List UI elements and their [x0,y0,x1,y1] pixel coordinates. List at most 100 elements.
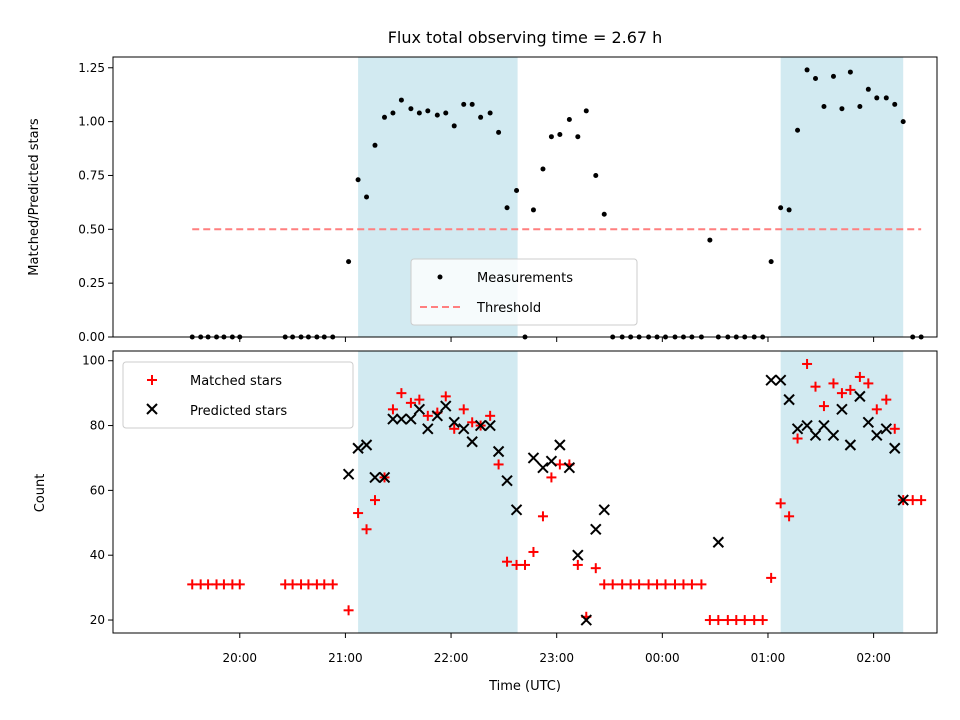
top-y-ticks: 0.00 0.25 0.50 0.75 1.00 1.25 [78,61,113,344]
legend-measurements-label: Measurements [477,271,573,286]
predicted-stars-point-25 [572,549,584,561]
matched-stars-point-43 [599,579,610,590]
predicted-stars-point-24 [563,461,576,474]
predicted-stars-point-44 [889,442,901,454]
top-y-tick-label-4: 1.00 [78,115,105,129]
top-shaded-span-1 [780,57,904,337]
matched-stars-point-35 [528,546,539,557]
matched-stars-point-62 [766,572,777,583]
predicted-stars-point-16 [484,419,496,432]
matched-stars-point-53 [686,579,697,590]
measurements-point-25 [443,110,449,116]
matched-stars-point-73 [863,378,874,389]
matched-stars-point-42 [590,563,601,574]
matched-stars-point-6 [234,579,245,590]
matched-stars-point-51 [670,579,681,590]
bot-x-tick-label-6: 02:00 [856,651,891,665]
predicted-stars-point-6 [395,413,408,425]
measurements-point-74 [874,95,880,101]
matched-stars-point-33 [511,559,522,570]
measurements-point-43 [601,211,607,217]
measurements-point-42 [593,172,599,178]
bot-x-tick-label-5: 01:00 [751,651,786,665]
matched-stars-point-37 [546,472,557,483]
matched-stars-point-25 [440,391,451,402]
measurements-point-71 [847,69,853,75]
measurements-point-72 [857,104,863,110]
measurements-point-18 [381,114,387,120]
measurements-point-64 [786,207,792,213]
matched-stars-point-76 [889,423,900,434]
predicted-stars-point-43 [880,423,892,435]
bot-y-tick-label-4: 100 [82,354,105,368]
predicted-stars-point-38 [836,403,848,416]
matched-stars-point-79 [916,495,927,506]
measurements-point-19 [390,110,396,116]
bottom-shaded-spans [358,351,904,633]
predicted-stars-point-3 [369,471,381,484]
matched-stars-point-15 [353,508,364,519]
bottom-panel: 20 40 60 80 100 20:00 21:00 22:00 23:00 00:00 01:… [33,350,938,694]
matched-stars-point-52 [678,579,689,590]
measurements-point-23 [425,108,431,114]
predicted-stars-point-18 [501,474,513,487]
measurements-point-67 [813,76,819,82]
measurements-point-30 [487,110,493,116]
predicted-stars-point-35 [809,429,822,441]
bot-y-tick-label-3: 80 [90,419,105,433]
measurements-point-41 [583,108,589,114]
matched-stars-point-59 [739,615,750,626]
predicted-stars-point-11 [440,400,452,412]
matched-stars-point-44 [607,579,618,590]
matched-stars-point-26 [449,423,460,434]
measurements-point-15 [355,177,361,183]
matched-stars-point-56 [713,615,724,626]
x-axis-label: Time (UTC) [488,679,561,694]
matched-stars-point-47 [634,579,645,590]
predicted-stars-point-28 [598,504,610,516]
legend-matched-marker [147,375,157,385]
matched-stars-point-58 [731,615,742,626]
top-y-tick-label-3: 0.75 [78,168,105,182]
predicted-stars-point-34 [801,419,813,432]
chart-title: Flux total observing time = 2.67 h [388,28,663,47]
measurements-point-37 [548,134,554,140]
matched-stars-point-45 [617,579,628,590]
predicted-stars-point-22 [545,455,558,467]
matched-stars-point-65 [792,433,803,444]
bot-y-tick-label-2: 60 [90,483,105,497]
measurements-point-68 [821,104,827,110]
measurements-point-32 [504,205,510,211]
bottom-legend: Matched stars Predicted stars [122,361,354,429]
matched-stars-point-13 [327,579,338,590]
predicted-stars-point-4 [378,471,391,484]
predicted-stars-point-23 [554,439,566,451]
matched-stars-point-57 [722,615,733,626]
measurements-point-27 [461,101,467,107]
matched-stars-point-55 [704,615,715,626]
top-y-tick-label-0: 0.00 [78,330,105,344]
predicted-stars-point-41 [862,416,875,429]
measurements-point-40 [575,134,581,140]
predicted-stars-point-30 [765,374,777,386]
top-axes-frame [112,56,938,338]
matched-stars-point-40 [572,559,583,570]
legend-predicted-label: Predicted stars [190,404,287,419]
predicted-stars-point-36 [818,419,830,432]
matched-stars-point-61 [757,615,768,626]
matched-stars-point-71 [845,384,856,395]
top-panel: Flux total observing time = 2.67 h 0.00 0… [27,28,938,344]
bot-x-tick-label-1: 21:00 [328,651,363,665]
matched-stars-point-23 [422,410,433,421]
top-legend: Measurements Threshold [410,258,638,326]
legend-threshold-label: Threshold [476,301,541,316]
measurements-point-38 [557,132,563,138]
predicted-stars-point-5 [387,413,399,425]
bottom-legend-box [122,361,354,429]
matched-stars-point-49 [652,579,663,590]
measurements-point-70 [839,106,845,112]
matched-stars-point-69 [828,378,839,389]
predicted-stars-point-26 [580,614,592,626]
legend-matched-label: Matched stars [190,374,282,389]
